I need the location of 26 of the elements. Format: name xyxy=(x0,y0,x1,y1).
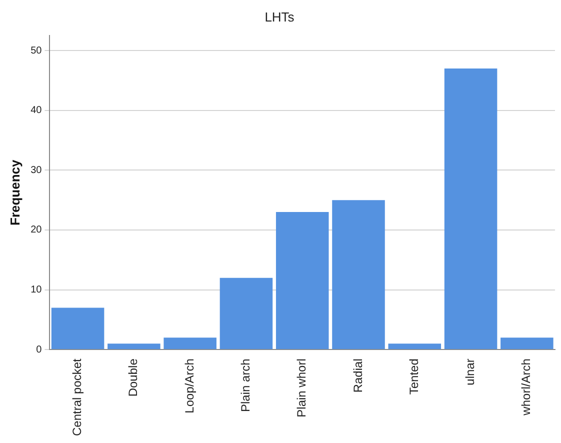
y-axis-title: Frequency xyxy=(7,158,22,226)
x-tick-label: Loop/Arch xyxy=(182,358,196,414)
chart-title: LHTs xyxy=(264,9,295,24)
x-tick-label: ulnar xyxy=(463,358,478,386)
bar xyxy=(276,212,329,350)
x-tick-label: Radial xyxy=(350,358,365,393)
y-tick-label: 50 xyxy=(30,45,42,56)
y-tick-label: 30 xyxy=(30,164,42,176)
y-tick-label: 10 xyxy=(30,284,42,296)
bar xyxy=(500,338,554,350)
bar xyxy=(444,68,498,350)
bar xyxy=(164,338,216,350)
y-tick-label: 0 xyxy=(36,344,42,356)
x-tick-label: Double xyxy=(126,358,140,397)
x-tick-label: whorl/Arch xyxy=(519,358,534,416)
y-tick-label: 20 xyxy=(30,224,42,236)
bar xyxy=(388,344,442,350)
x-tick-label: Central pocket xyxy=(70,358,84,436)
x-tick-label: Plain arch xyxy=(238,358,253,412)
bar xyxy=(108,344,160,350)
bar xyxy=(220,278,273,350)
y-tick-label: 40 xyxy=(30,105,42,116)
bar xyxy=(51,308,104,350)
bar xyxy=(332,200,385,350)
x-tick-label: Tented xyxy=(406,358,421,395)
x-tick-label: Plain whorl xyxy=(294,358,309,418)
